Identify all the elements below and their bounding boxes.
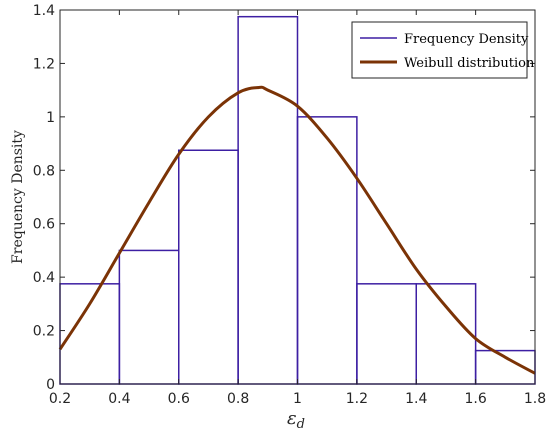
weibull-curve (58, 85, 536, 375)
legend-box (351, 21, 528, 79)
y-tick-label: 0 (46, 377, 55, 393)
y-tick-label: 0.4 (33, 270, 55, 286)
x-tick-label: 0.4 (108, 391, 130, 407)
y-tick-label: 1.4 (33, 3, 55, 19)
x-axis-label-main: ε (287, 408, 297, 429)
x-tick-label: 1.2 (346, 391, 368, 407)
y-tick-label: 0.8 (33, 163, 55, 179)
x-axis-label-sub: d (297, 417, 305, 431)
legend-label-frequency-density: Frequency Density (404, 32, 529, 47)
x-tick-label: 0.2 (49, 391, 71, 407)
x-tick-label: 0.6 (168, 391, 190, 407)
x-tick-label: 1 (293, 391, 302, 407)
legend: Frequency Density Weibull distribution (351, 21, 535, 79)
legend-label-weibull-distribution: Weibull distribution (404, 56, 535, 71)
x-tick-label: 1.8 (524, 391, 546, 407)
x-tick-label: 0.8 (227, 391, 249, 407)
x-tick-label: 1.6 (464, 391, 486, 407)
y-axis-label: Frequency Density (10, 130, 26, 264)
x-axis-label: εd (287, 408, 305, 431)
y-tick-label: 0.6 (33, 217, 55, 233)
y-tick-label: 1 (46, 110, 55, 126)
y-tick-label: 0.2 (33, 324, 55, 340)
x-tick-label: 1.4 (405, 391, 427, 407)
y-tick-label: 1.2 (33, 56, 55, 72)
